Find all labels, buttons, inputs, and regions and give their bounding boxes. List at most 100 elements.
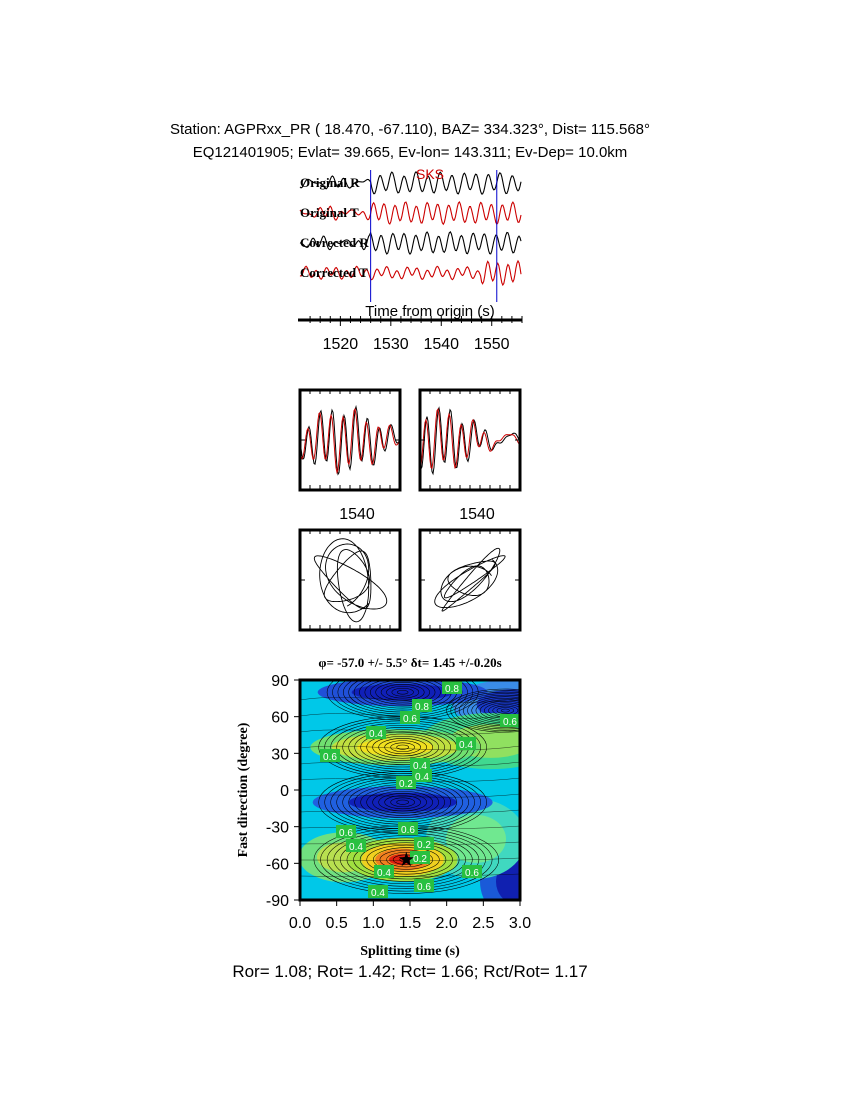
- contour-label-box: [374, 865, 394, 878]
- grid-x-tick-label: 2.0: [436, 915, 458, 932]
- contour-label-box: [346, 839, 366, 852]
- contour-label-box: [456, 737, 476, 750]
- contour-label: 0.6: [403, 714, 417, 725]
- time-tick-label: 1520: [323, 336, 359, 353]
- contour-label-box: [412, 769, 432, 782]
- contour-line: [396, 744, 409, 750]
- contour-line: [396, 799, 409, 805]
- contour-line: [373, 847, 440, 873]
- grid-x-tick-label: 1.5: [399, 915, 421, 932]
- particle-panel-2: [434, 547, 506, 612]
- contour-label: 0.4: [459, 740, 473, 751]
- contour-label-box: [398, 822, 418, 835]
- contour-line: [360, 731, 445, 763]
- contour-label: 0.8: [445, 684, 459, 695]
- contour-line: [450, 690, 520, 731]
- contour-line: [458, 693, 520, 728]
- contour-label: 0.4: [415, 772, 429, 783]
- particle-panel-frame: [298, 528, 402, 632]
- contour-line: [384, 740, 421, 755]
- contour-label: 0.6: [465, 868, 479, 879]
- trace-4: [299, 259, 522, 287]
- trace-1: [299, 170, 522, 195]
- contour-label: 0.4: [349, 842, 363, 853]
- time-tick-label: 1530: [373, 336, 409, 353]
- contour-label: 0.6: [417, 882, 431, 893]
- particle-motion-path: [434, 547, 506, 612]
- contour-line: [386, 686, 420, 699]
- contour-label-box: [410, 758, 430, 771]
- contour-line: [353, 840, 460, 880]
- waveform-line: [300, 404, 400, 476]
- contour-line: [366, 788, 439, 816]
- contour-label-box: [500, 714, 520, 727]
- contour-label-box: [412, 699, 432, 712]
- contour-line: [384, 795, 421, 810]
- trace-2: [299, 201, 522, 226]
- waveform-panel-2: [420, 406, 520, 476]
- contour-line: [390, 797, 415, 807]
- grid-x-tick-label: 3.0: [509, 915, 531, 932]
- contour-line: [300, 793, 520, 798]
- contour-label: 0.6: [323, 752, 337, 763]
- grid-y-tick-label: 30: [271, 746, 289, 763]
- trace-labels: Original R Original T Corrected R Corrected…: [300, 175, 369, 280]
- contour-label-box: [414, 879, 434, 892]
- contour-label-box: [414, 837, 434, 850]
- contour-line: [380, 684, 425, 701]
- contour-line: [391, 687, 414, 697]
- sks-phase-label: SKS: [416, 166, 444, 182]
- contour-label-box: [400, 711, 420, 724]
- contour-label: 0.4: [371, 888, 385, 899]
- grid-xlabel: Splitting time (s): [360, 944, 460, 959]
- grid-region: [351, 683, 454, 701]
- contour-label: 0.4: [369, 729, 383, 740]
- contour-line: [300, 857, 520, 861]
- grid-region: [357, 739, 434, 756]
- contour-line: [300, 809, 520, 814]
- contour-line: [300, 761, 520, 766]
- contour-label-box: [320, 749, 340, 762]
- waveform-line: [420, 407, 520, 470]
- waveform-line: [420, 406, 520, 476]
- time-axis-label: Time from origin (s): [365, 303, 494, 320]
- grid-fill: 0.80.80.6 0.60.40.40.40.20.60.40.60.60.4 0…: [300, 680, 520, 900]
- time-tick-label: 1550: [474, 336, 510, 353]
- time-tick-label: 1540: [423, 336, 459, 353]
- contour-line: [366, 844, 447, 875]
- contour-label-box: [410, 851, 430, 864]
- grid-y-tick-label: 60: [271, 710, 289, 727]
- particle-motion-panels: [298, 528, 522, 632]
- contour-label-box: [368, 885, 388, 898]
- grid-search-title: φ= -57.0 +/- 5.5° δt= 1.45 +/-0.20s: [318, 655, 501, 670]
- waveform-panel-frame: [298, 388, 402, 492]
- waveform-tick-label: 1540: [339, 506, 375, 523]
- contour-label-box: [462, 865, 482, 878]
- contour-line: [300, 697, 520, 703]
- contour-label: 0.4: [413, 761, 427, 772]
- trace-label: Original R: [300, 175, 360, 190]
- grid-x-tick-label: 1.0: [362, 915, 384, 932]
- contour-label: 0.2: [417, 840, 431, 851]
- waveform-panels: 1540 1540: [298, 388, 522, 523]
- grid-y-tick-label: -60: [266, 856, 289, 873]
- contour-line: [300, 841, 520, 845]
- contour-label-box: [396, 776, 416, 789]
- contour-label: 0.6: [401, 825, 415, 836]
- contour-line: [300, 729, 520, 735]
- grid-y-tick-label: 90: [271, 673, 289, 690]
- contour-line: [300, 873, 520, 877]
- contour-line: [446, 688, 520, 733]
- contour-line: [500, 708, 510, 713]
- particle-panel-1: [313, 538, 388, 623]
- contour-label-box: [366, 726, 386, 739]
- contour-label-box: [442, 681, 462, 694]
- contour-label: 0.6: [503, 717, 517, 728]
- contour-line: [378, 793, 427, 812]
- contour-line: [366, 733, 439, 761]
- contour-line: [390, 742, 415, 752]
- summary-ratios: Ror= 1.08; Rot= 1.42; Rct= 1.66; Rct/Rot…: [232, 962, 588, 981]
- waveform-line: [300, 407, 400, 475]
- contour-line: [379, 849, 434, 870]
